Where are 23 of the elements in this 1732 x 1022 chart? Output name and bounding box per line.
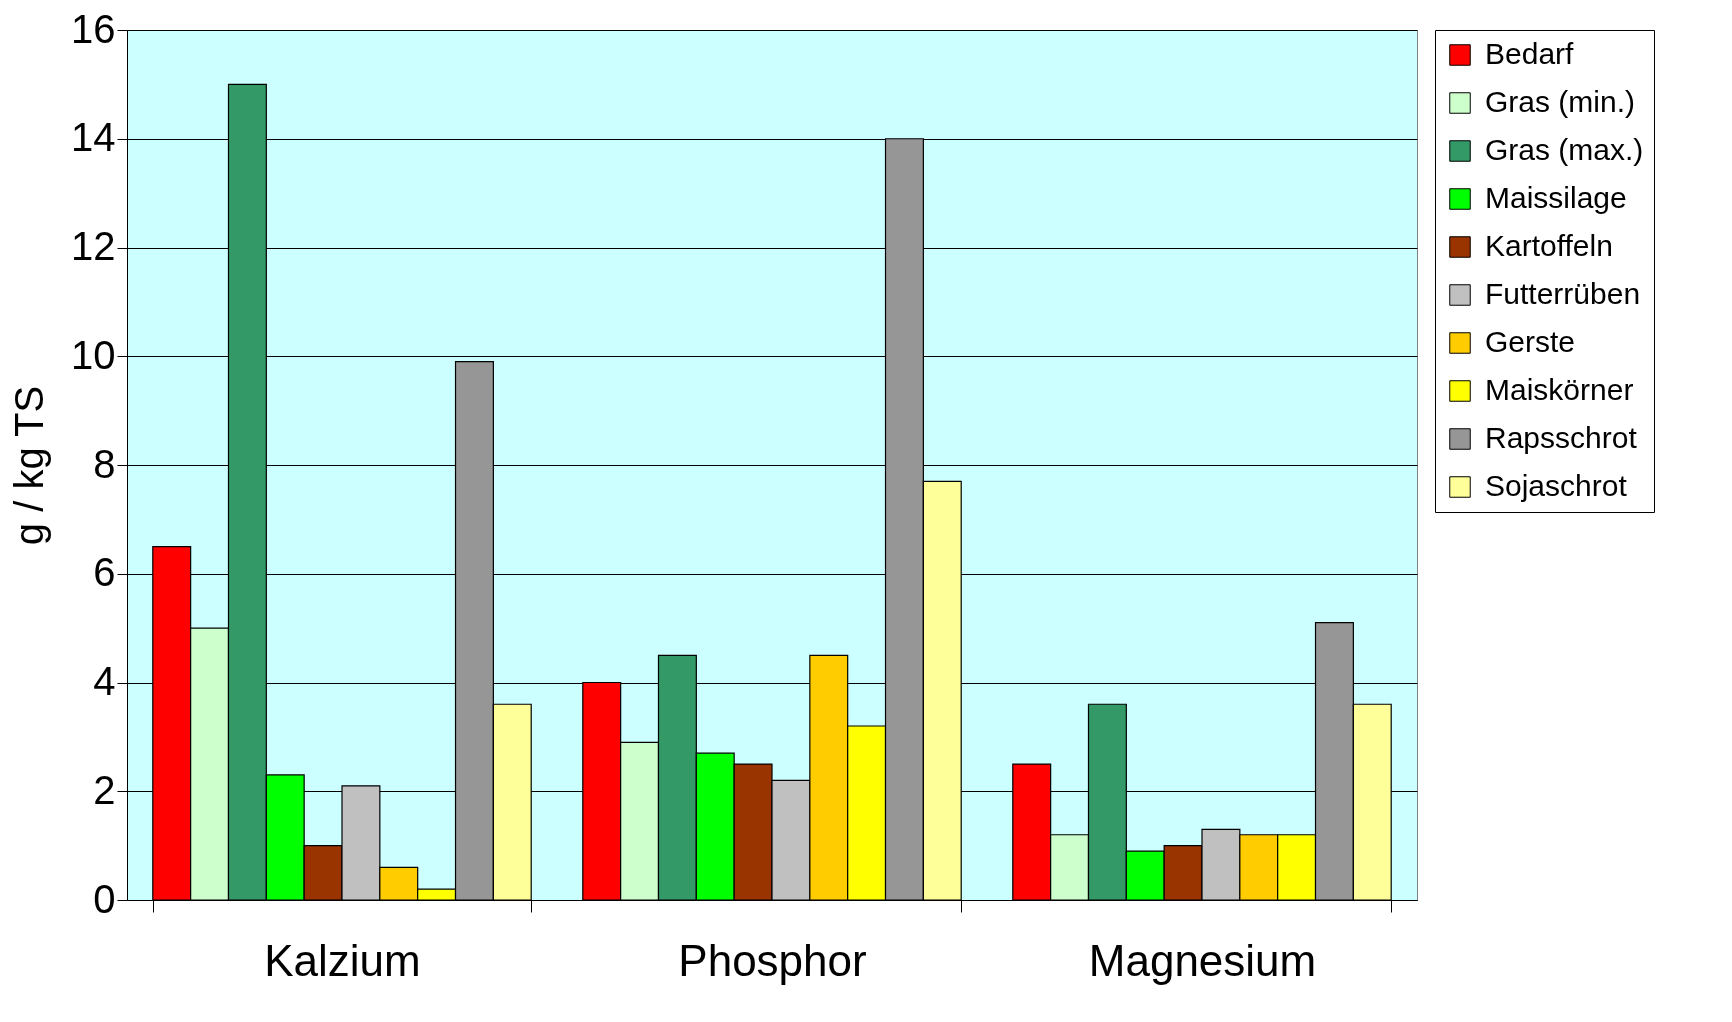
legend-label: Futterrüben bbox=[1485, 277, 1641, 310]
y-tick-label: 10 bbox=[71, 332, 116, 377]
y-tick-label: 0 bbox=[93, 876, 116, 921]
y-axis-title: g / kg TS bbox=[7, 385, 52, 546]
x-tick-label: Kalzium bbox=[264, 935, 421, 985]
x-tick-label: Magnesium bbox=[1088, 935, 1317, 985]
x-tick-label: Phosphor bbox=[678, 935, 867, 985]
y-tick-label: 6 bbox=[93, 550, 116, 595]
legend-label: Gerste bbox=[1485, 325, 1576, 358]
legend-label: Maiskörner bbox=[1485, 373, 1634, 406]
legend-label: Maissilage bbox=[1485, 181, 1627, 214]
y-tick-label: 14 bbox=[71, 115, 116, 160]
y-tick-label: 4 bbox=[93, 659, 116, 703]
y-tick-label: 12 bbox=[71, 224, 116, 268]
legend-label: Kartoffeln bbox=[1485, 229, 1613, 262]
legend-label: Sojaschrot bbox=[1485, 469, 1628, 502]
y-tick-label: 8 bbox=[93, 441, 116, 486]
y-tick-label: 2 bbox=[93, 767, 116, 812]
legend-label: Rapsschrot bbox=[1485, 421, 1638, 454]
legend-label: Bedarf bbox=[1485, 37, 1575, 70]
legend-label: Gras (min.) bbox=[1485, 85, 1635, 118]
y-tick-label: 16 bbox=[71, 6, 116, 51]
legend-label: Gras (max.) bbox=[1485, 133, 1644, 166]
